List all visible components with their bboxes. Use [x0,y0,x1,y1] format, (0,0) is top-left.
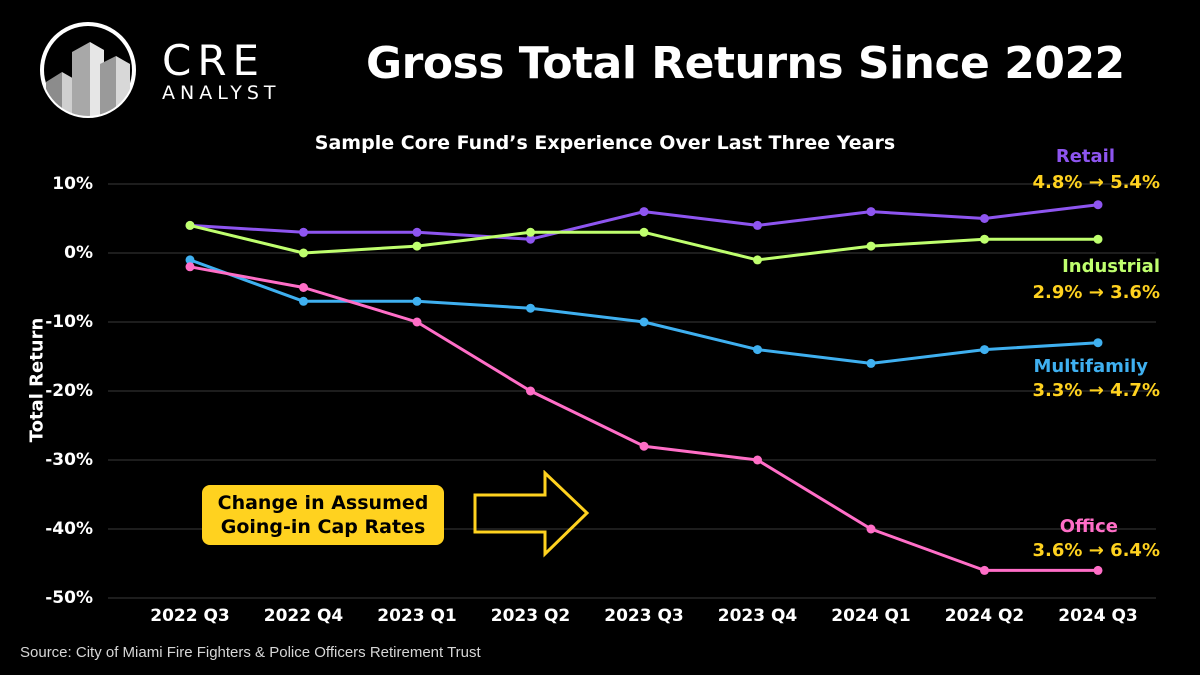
y-tick-label: -10% [45,312,93,332]
office-point [866,524,876,534]
industrial-point [412,241,422,251]
callout-line-1: Change in Assumed [217,492,429,514]
office-point [639,441,649,451]
retail-point [639,207,649,217]
office-point [1093,565,1103,575]
retail-point [526,234,535,244]
retail-point [1093,200,1103,210]
x-tick-label: 2023 Q1 [377,606,457,626]
retail-point [753,220,762,230]
x-tick-label: 2023 Q3 [604,606,684,626]
brand-subname: ANALYST [162,82,281,104]
retail-point [299,227,308,237]
multifamily-point [526,303,535,313]
multifamily-point [980,345,989,355]
industrial-point [866,241,876,251]
y-tick-label: 10% [52,174,93,194]
multifamily-point [639,317,649,327]
x-tick-label: 2024 Q2 [944,606,1025,626]
industrial-point [185,220,195,230]
industrial-point [753,255,762,265]
x-tick-label: 2023 Q2 [490,606,571,626]
office-point [526,386,535,396]
retail-point [412,227,422,237]
x-tick-label: 2023 Q4 [717,606,798,626]
office-point [980,565,989,575]
y-tick-label: 0% [64,243,93,263]
multifamily-series-line [189,258,1099,365]
logo-icon [40,22,136,118]
office-cap-rate: 3.6% → 6.4% [1032,540,1160,561]
office-point [412,317,422,327]
office-point [753,455,762,465]
multifamily-point [412,296,422,306]
industrial-point [1093,234,1103,244]
industrial-cap-rate: 2.9% → 3.6% [1032,282,1160,303]
right-arrow-icon [473,470,590,558]
office-label: Office [1059,516,1118,537]
office-point [299,283,308,292]
y-tick-label: -50% [45,588,93,608]
callout-line-2: Going-in Cap Rates [220,516,426,538]
retail-cap-rate: 4.8% → 5.4% [1032,172,1160,193]
multifamily-point [1093,338,1103,348]
industrial-point [299,248,308,258]
retail-point [866,207,876,217]
multifamily-label: Multifamily [1033,356,1148,377]
y-tick-label: -40% [45,519,93,539]
multifamily-point [866,358,876,368]
retail-label: Retail [1055,146,1115,167]
industrial-label: Industrial [1062,256,1160,277]
source-note: Source: City of Miami Fire Fighters & Po… [20,644,481,661]
chart-subtitle: Sample Core Fund’s Experience Over Last … [314,132,896,154]
brand-name: CRE [162,36,266,85]
x-tick-label: 2022 Q3 [150,606,230,626]
industrial-point [639,227,649,237]
industrial-point [980,234,989,244]
cap-rate-callout: Change in Assumed Going-in Cap Rates [202,485,444,545]
multifamily-cap-rate: 3.3% → 4.7% [1032,380,1160,401]
y-tick-label: -30% [45,450,93,470]
industrial-point [526,227,535,237]
x-tick-label: 2022 Q4 [263,606,344,626]
office-point [185,262,195,272]
multifamily-point [185,255,195,265]
y-tick-label: -20% [45,381,93,401]
x-tick-label: 2024 Q3 [1058,606,1138,626]
multifamily-point [299,296,308,306]
x-tick-label: 2024 Q1 [831,606,911,626]
chart-title: Gross Total Returns Since 2022 [366,38,1125,89]
multifamily-point [753,345,762,355]
retail-point [980,214,989,223]
